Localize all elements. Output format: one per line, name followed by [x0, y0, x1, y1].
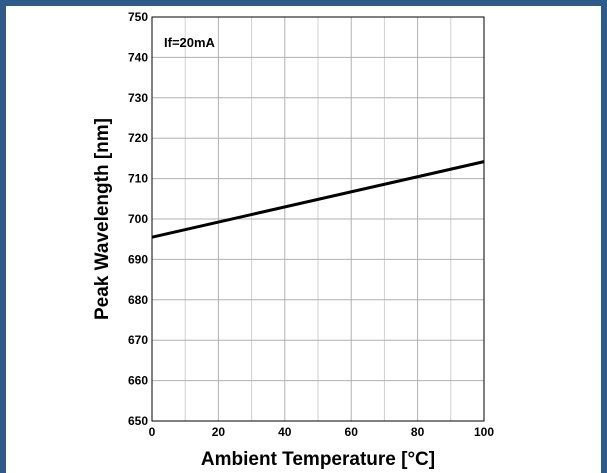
y-tick-label: 690	[128, 252, 148, 266]
x-tick-labels: 0 20 40 60 80 100	[149, 425, 495, 439]
y-tick-label: 710	[128, 172, 148, 186]
y-tick-label: 660	[128, 374, 148, 388]
y-tick-label: 740	[128, 50, 148, 64]
y-axis-title: Peak Wavelength [nm]	[92, 118, 113, 320]
x-tick-label: 20	[212, 425, 226, 439]
condition-annotation: If=20mA	[164, 35, 216, 50]
y-tick-label: 650	[128, 414, 148, 428]
y-tick-label: 720	[128, 131, 148, 145]
x-tick-label: 0	[149, 425, 156, 439]
y-tick-labels: 650 660 670 680 690 700 710 720 730 740 750	[128, 10, 148, 428]
x-tick-label: 100	[474, 425, 494, 439]
y-tick-label: 700	[128, 212, 148, 226]
x-tick-label: 60	[345, 425, 359, 439]
data-layer	[151, 160, 485, 239]
y-tick-label: 680	[128, 293, 148, 307]
grid-layer	[151, 16, 485, 422]
y-tick-label: 750	[128, 10, 148, 24]
series-line	[151, 160, 485, 239]
x-tick-label: 80	[411, 425, 425, 439]
x-tick-label: 40	[278, 425, 292, 439]
y-tick-label: 670	[128, 333, 148, 347]
y-tick-label: 730	[128, 91, 148, 105]
plot-border	[151, 16, 485, 422]
x-axis-title: Ambient Temperature [°C]	[201, 449, 435, 470]
